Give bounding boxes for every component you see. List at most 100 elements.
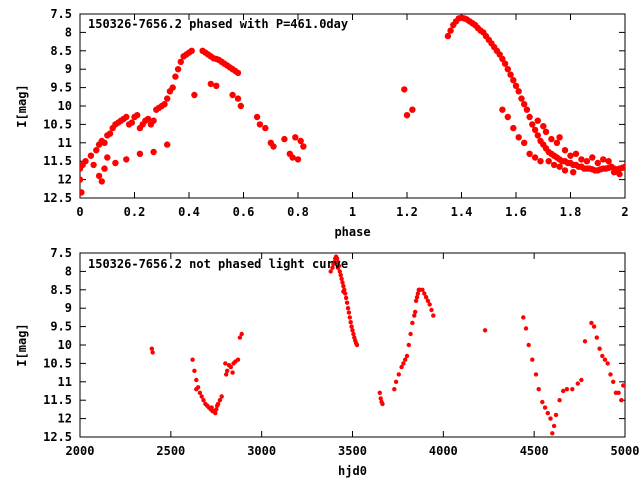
data-point (521, 101, 528, 108)
data-point (256, 121, 264, 128)
data-point (199, 394, 204, 399)
data-point (104, 154, 111, 161)
data-point (169, 84, 176, 91)
data-point (213, 410, 218, 416)
x-tick-label: 3000 (247, 444, 276, 458)
chart-title: 150326-7656.2 not phased light curve (88, 257, 348, 271)
data-point (531, 154, 539, 161)
data-point (427, 302, 432, 307)
data-point (545, 410, 550, 416)
data-point (526, 113, 533, 121)
data-point (557, 398, 562, 403)
data-points (149, 254, 625, 436)
data-point (235, 357, 241, 362)
data-point (80, 176, 84, 183)
data-point (589, 154, 596, 161)
data-point (174, 66, 182, 73)
y-tick-label: 12.5 (43, 191, 72, 205)
data-point (237, 102, 244, 110)
data-point (339, 276, 344, 281)
y-tick-label: 9 (65, 301, 72, 315)
data-point (447, 27, 454, 34)
data-point (564, 387, 570, 392)
data-point (399, 364, 404, 370)
y-tick-label: 10 (58, 99, 72, 113)
data-point (605, 361, 610, 366)
data-point (594, 159, 601, 167)
data-point (213, 82, 220, 90)
data-point (234, 69, 242, 77)
data-point (349, 324, 354, 329)
data-point (408, 331, 413, 337)
data-point (429, 307, 434, 313)
y-tick-label: 8 (65, 25, 72, 39)
data-point (561, 388, 566, 394)
y-tick-label: 12 (58, 412, 72, 426)
data-point (330, 265, 335, 270)
x-axis-label: hjd0 (338, 464, 367, 478)
data-point (410, 320, 415, 326)
data-point (548, 416, 553, 421)
data-point (343, 295, 349, 301)
data-point (616, 390, 621, 395)
data-point (556, 163, 563, 170)
data-point (106, 130, 114, 137)
data-point (393, 379, 399, 384)
data-point (224, 372, 229, 377)
y-tick-label: 10.5 (43, 117, 72, 131)
data-point (217, 398, 223, 403)
data-point (207, 80, 214, 88)
y-tick-label: 10 (58, 338, 72, 352)
data-point (602, 357, 608, 362)
data-point (332, 260, 337, 265)
data-point (95, 172, 103, 180)
data-point (335, 265, 341, 270)
data-point (350, 328, 355, 333)
data-point (423, 295, 429, 300)
data-point (328, 269, 333, 274)
data-point (611, 379, 616, 384)
data-point (414, 295, 420, 300)
data-point (191, 91, 198, 99)
plot-frame (79, 252, 626, 438)
data-point (194, 387, 199, 392)
data-point (377, 390, 382, 395)
data-point (570, 169, 577, 176)
data-point (334, 256, 340, 261)
data-point (526, 150, 533, 157)
data-point (409, 106, 416, 113)
data-point (341, 289, 346, 294)
data-point (404, 353, 410, 359)
data-point (281, 135, 288, 143)
data-point (190, 357, 195, 362)
x-tick-label: 4500 (520, 444, 549, 458)
data-point (150, 350, 155, 355)
data-point (556, 134, 563, 141)
data-point (150, 148, 157, 156)
data-point (292, 134, 299, 141)
data-point (338, 272, 343, 278)
y-axis-label: I[mag] (15, 84, 29, 127)
y-tick-label: 9.5 (50, 81, 72, 95)
data-point (262, 124, 269, 132)
data-point (579, 377, 584, 383)
data-point (605, 158, 612, 165)
data-point (223, 361, 228, 366)
data-point (572, 150, 580, 157)
data-point (341, 283, 346, 289)
y-tick-label: 7.5 (50, 246, 72, 260)
data-point (194, 377, 199, 383)
data-point (553, 139, 561, 146)
data-point (197, 390, 203, 395)
data-point (507, 71, 514, 78)
data-point (550, 161, 558, 169)
data-point (542, 128, 550, 135)
x-tick-label: 1.2 (396, 205, 418, 219)
data-point (270, 143, 277, 150)
data-point (300, 143, 307, 150)
y-tick-label: 9.5 (50, 320, 72, 334)
data-point (567, 152, 574, 159)
data-point (128, 119, 135, 126)
data-point (553, 412, 559, 418)
data-point (515, 88, 522, 95)
